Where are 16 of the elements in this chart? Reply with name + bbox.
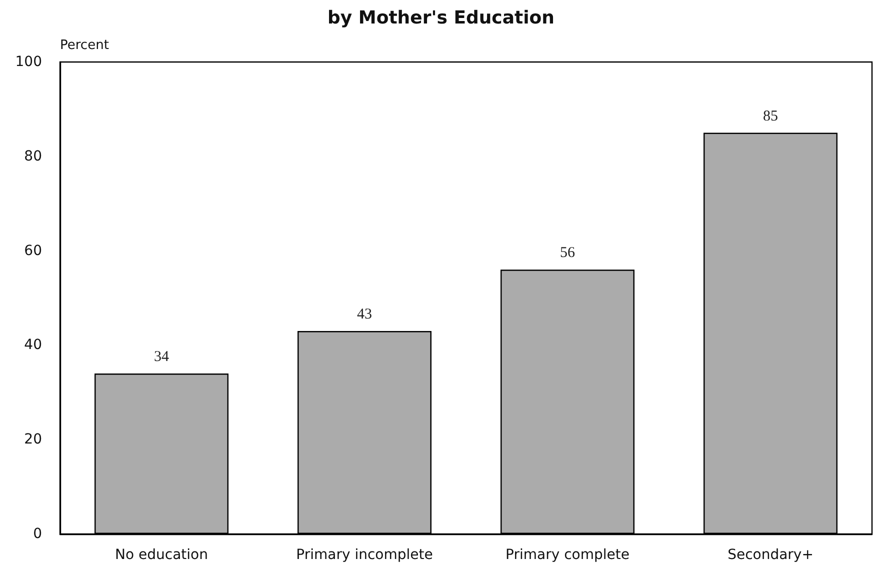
y-tick-label: 60 bbox=[24, 242, 42, 259]
data-label: 34 bbox=[154, 349, 170, 366]
data-label: 56 bbox=[560, 245, 576, 262]
y-tick-label: 80 bbox=[24, 148, 42, 164]
y-tick-label: 0 bbox=[33, 526, 42, 542]
x-tick-label: No education bbox=[115, 547, 208, 563]
y-tick-label: 20 bbox=[24, 432, 42, 448]
chart-title: by Mother's Education bbox=[328, 8, 554, 28]
y-axis-title: Percent bbox=[60, 38, 109, 53]
x-tick-label: Primary incomplete bbox=[296, 547, 433, 563]
data-label: 85 bbox=[763, 108, 778, 124]
y-tick-label: 40 bbox=[24, 337, 42, 354]
data-label: 43 bbox=[357, 306, 372, 323]
y-tick-label: 100 bbox=[15, 54, 42, 70]
x-tick-label: Primary complete bbox=[506, 547, 630, 563]
x-tick-label: Secondary+ bbox=[728, 547, 814, 563]
